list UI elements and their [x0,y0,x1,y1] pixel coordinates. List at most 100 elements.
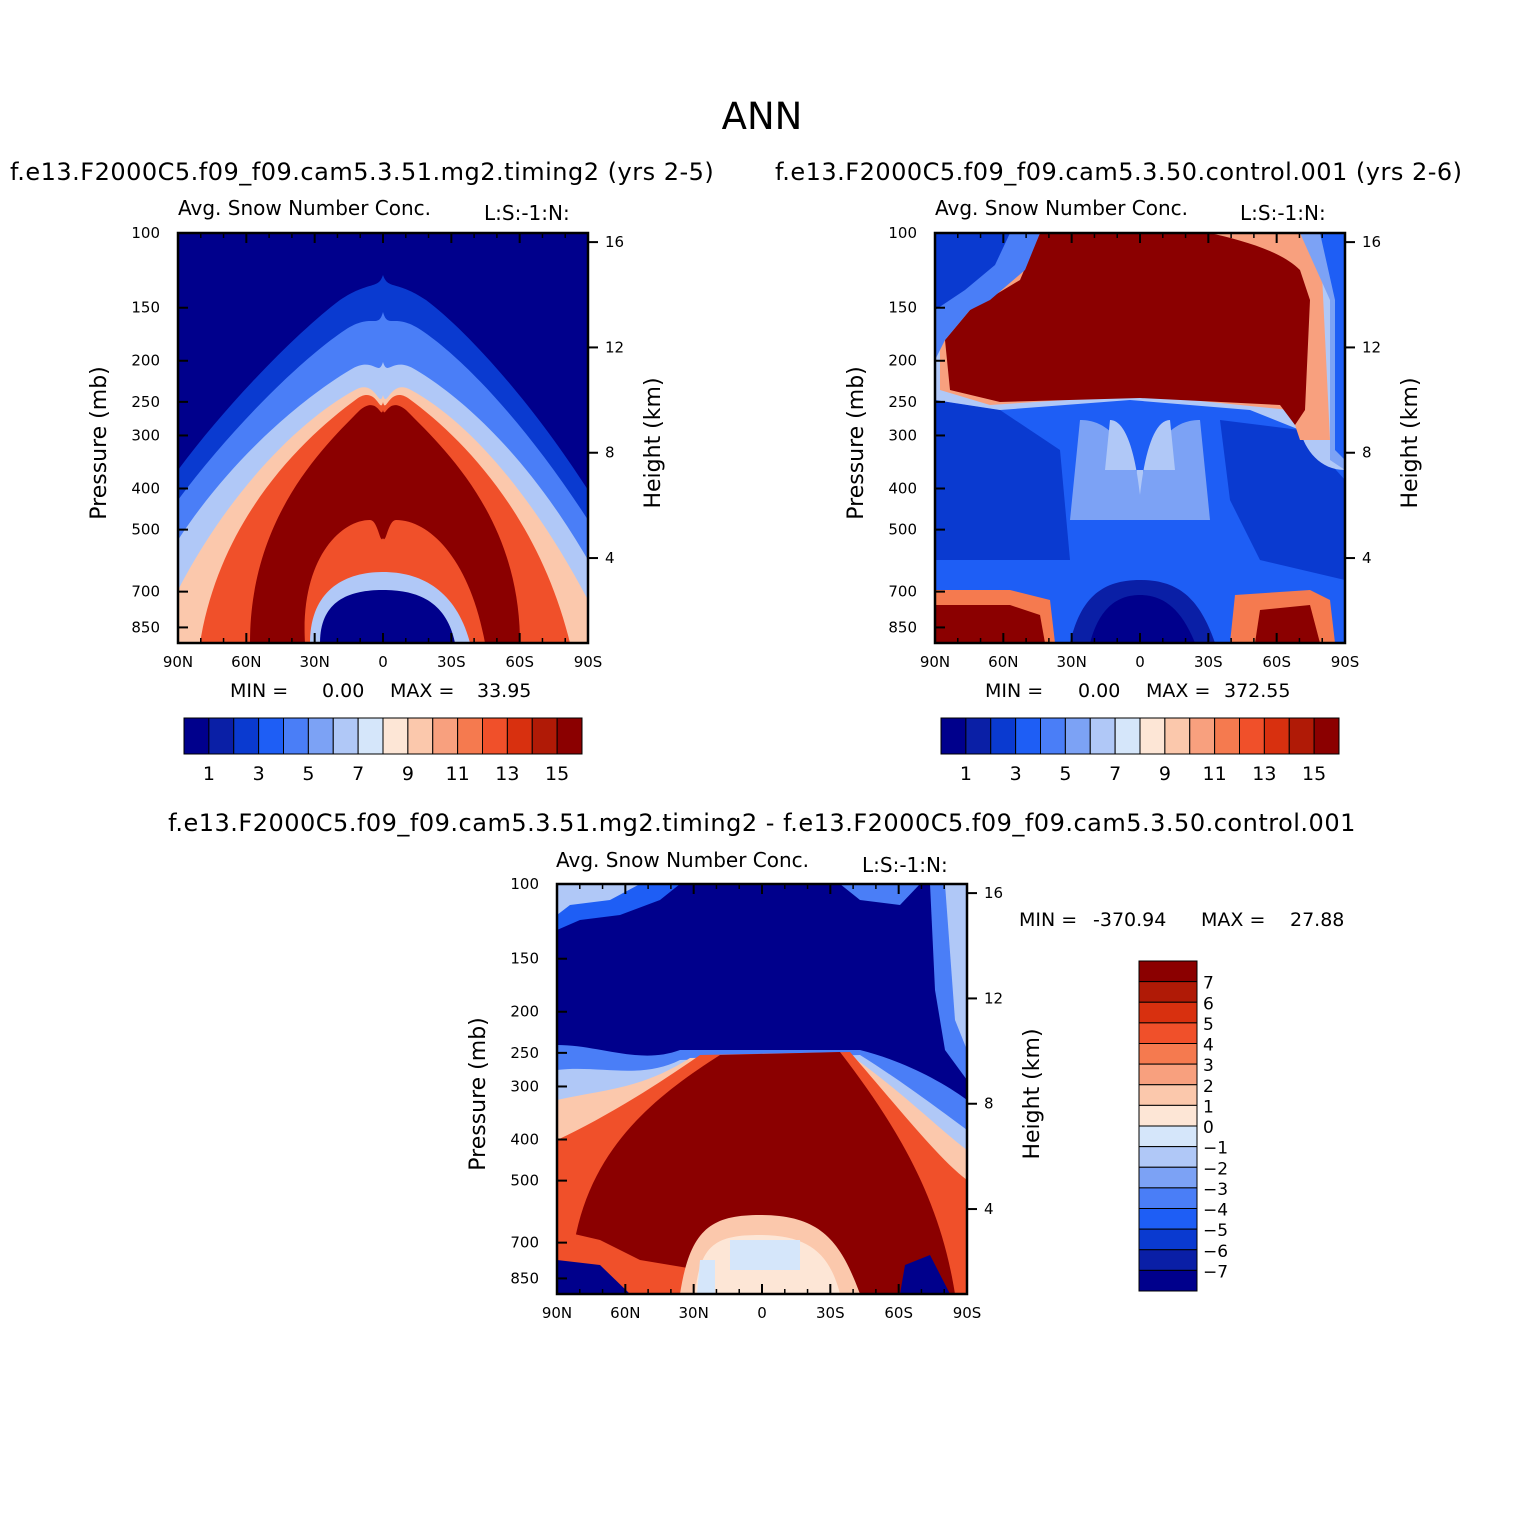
panel2-min-value: 0.00 [1078,680,1121,702]
panel2-variable-title: Avg. Snow Number Conc. [935,196,1189,220]
colorbar-label: −5 [1203,1221,1228,1241]
colorbar-label: 15 [545,763,569,785]
colorbar-swatch [482,717,508,755]
colorbar-swatch [1214,717,1240,755]
panel2-colorbar: 1 3 5 7 9 11 13 15 [940,717,1340,785]
y-right-tick-label: 8 [984,1095,994,1113]
y-tick-label: 300 [131,426,160,444]
colorbar-swatch [1138,1104,1198,1127]
y-tick-label: 300 [510,1077,539,1095]
colorbar-label: 0 [1203,1118,1214,1138]
panel1-max-label: MAX = [390,680,455,702]
y-right-tick-label: 4 [984,1200,994,1218]
y-tick-label: 400 [131,479,160,497]
colorbar-swatch [1138,1084,1198,1106]
colorbar-label: 3 [1203,1056,1214,1076]
colorbar-label: 7 [1203,974,1214,994]
colorbar-swatch [556,717,583,755]
colorbar-swatch [1263,717,1290,755]
panel2-max-value: 372.55 [1224,680,1291,702]
colorbar-label: −4 [1203,1201,1228,1221]
y-axis-title: Pressure (mb) [844,366,869,520]
colorbar-swatch [407,717,434,755]
panel2-case-label: f.e13.F2000C5.f09_f09.cam5.3.50.control.… [775,158,1463,186]
colorbar-swatch [1139,717,1166,755]
colorbar-swatch [1114,717,1141,755]
panel2-units: L:S:-1:N: [1240,201,1326,225]
x-tick-label: 0 [1135,653,1145,671]
colorbar-label: 5 [1203,1015,1214,1035]
panel2-max-label: MAX = [1146,680,1211,702]
y-right-tick-label: 12 [984,989,1003,1007]
y-tick-label: 250 [888,393,917,411]
y-tick-label: 250 [131,393,160,411]
panel3-variable-title: Avg. Snow Number Conc. [556,848,810,872]
colorbar-swatch [233,717,260,755]
x-tick-label: 30N [300,653,330,671]
y-right-tick-label: 4 [605,549,615,567]
panel1-variable-title: Avg. Snow Number Conc. [178,196,432,220]
y-tick-label: 400 [510,1130,539,1148]
x-tick-label: 90S [1331,653,1360,671]
y-tick-label: 700 [888,583,917,601]
colorbar-label: 7 [352,763,364,785]
colorbar-label: 1 [960,763,972,785]
colorbar-label: −3 [1203,1180,1228,1200]
colorbar-swatch [1138,1249,1198,1271]
colorbar-swatch [1164,717,1191,755]
colorbar-swatch [357,717,384,755]
x-tick-label: 90S [953,1304,982,1322]
x-tick-label: 30N [679,1304,709,1322]
panel3-case-label: f.e13.F2000C5.f09_f09.cam5.3.51.mg2.timi… [168,809,1356,837]
x-tick-label: 60N [231,653,261,671]
colorbar-swatch [332,717,359,755]
colorbar-swatch [1138,1208,1198,1230]
colorbar-swatch [940,717,967,755]
colorbar-swatch [1138,1146,1198,1168]
colorbar-label: 11 [1203,763,1227,785]
x-tick-label: 90N [542,1304,572,1322]
y-tick-label: 500 [131,521,160,539]
colorbar-swatch [1138,1187,1198,1209]
y-right-tick-label: 16 [605,233,624,251]
colorbar-swatch [1138,1269,1198,1292]
y-right-axis-title: Height (km) [641,377,666,508]
y-tick-label: 150 [510,950,539,968]
colorbar-label: 13 [1252,763,1276,785]
colorbar-label: 3 [253,763,265,785]
y-tick-label: 850 [888,618,917,636]
panel3-axes: 90N 60N 30N 0 30S 60S 90S 100 150 200 250 300 400 500… [466,875,1045,1322]
y-tick-label: 500 [510,1172,539,1190]
colorbar-label: −6 [1203,1242,1228,1262]
panel1-field [178,233,588,643]
x-tick-label: 60S [1262,653,1291,671]
colorbar-label: 15 [1302,763,1326,785]
colorbar-swatch [506,717,533,755]
panel1-min-label: MIN = [230,680,289,702]
colorbar-swatch [1138,960,1198,983]
colorbar-label: 2 [1203,1077,1214,1097]
colorbar-swatch [1138,981,1198,1003]
colorbar-swatch [382,717,409,755]
y-right-tick-label: 16 [984,884,1003,902]
y-right-tick-label: 16 [1362,233,1381,251]
x-tick-label: 30S [1194,653,1223,671]
y-right-tick-label: 8 [605,444,615,462]
panel1-units: L:S:-1:N: [484,201,570,225]
colorbar-swatch [1189,717,1216,755]
y-tick-label: 200 [888,352,917,370]
panel1-colorbar: 1 3 5 7 9 11 13 15 [183,717,583,785]
colorbar-swatch [1015,717,1041,755]
figure-title: ANN [721,95,803,138]
colorbar-swatch [1288,717,1315,755]
colorbar-label: 3 [1010,763,1022,785]
x-tick-label: 30N [1057,653,1087,671]
y-axis-title: Pressure (mb) [466,1017,491,1171]
y-right-tick-label: 8 [1362,444,1372,462]
x-tick-label: 30S [816,1304,845,1322]
colorbar-label: 6 [1203,994,1214,1014]
y-tick-label: 200 [131,352,160,370]
x-tick-label: 30S [437,653,466,671]
colorbar-label: 5 [302,763,314,785]
